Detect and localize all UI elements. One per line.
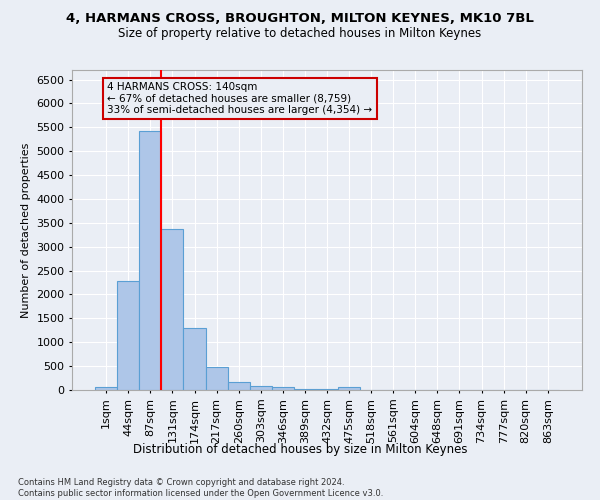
Bar [139,131,161,390]
Text: 4, HARMANS CROSS, BROUGHTON, MILTON KEYNES, MK10 7BL: 4, HARMANS CROSS, BROUGHTON, MILTON KEYN… [66,12,534,26]
Bar [338,388,360,390]
Text: Contains HM Land Registry data © Crown copyright and database right 2024.
Contai: Contains HM Land Registry data © Crown c… [18,478,383,498]
Y-axis label: Number of detached properties: Number of detached properties [20,142,31,318]
Text: Size of property relative to detached houses in Milton Keynes: Size of property relative to detached ho… [118,28,482,40]
Bar [184,328,206,390]
Bar [227,382,250,390]
Bar [117,281,139,390]
Bar [250,386,272,390]
Bar [161,228,184,390]
Bar [294,388,316,390]
Bar [95,387,117,390]
Bar [272,388,294,390]
Bar [206,367,227,390]
Text: 4 HARMANS CROSS: 140sqm
← 67% of detached houses are smaller (8,759)
33% of semi: 4 HARMANS CROSS: 140sqm ← 67% of detache… [107,82,373,115]
Text: Distribution of detached houses by size in Milton Keynes: Distribution of detached houses by size … [133,442,467,456]
